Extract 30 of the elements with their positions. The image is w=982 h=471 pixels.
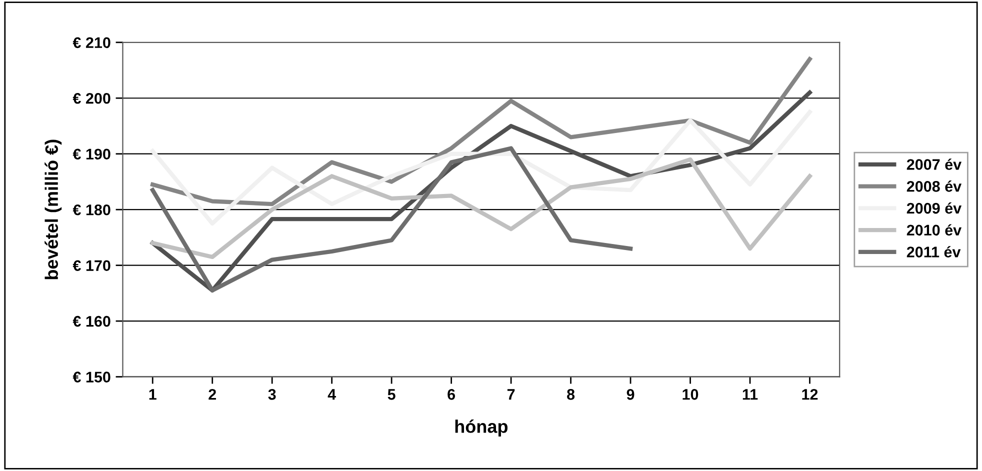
legend-label: 2008 év (906, 180, 962, 192)
y-tick-label: € 160 (72, 316, 110, 327)
y-tick-label: € 170 (72, 260, 110, 272)
legend-label: 2010 év (906, 224, 962, 236)
x-tick-label: 7 (507, 389, 515, 400)
x-tick-label: 5 (388, 389, 396, 400)
x-axis-title: hónap (455, 420, 508, 437)
x-tick-label: 4 (328, 389, 336, 400)
y-tick-label: € 180 (72, 204, 110, 216)
x-tick-label: 3 (268, 389, 276, 400)
x-tick-label: 2 (208, 389, 216, 400)
x-tick-label: 6 (448, 389, 456, 400)
x-tick-label: 12 (802, 389, 818, 400)
y-tick-label: € 150 (72, 372, 110, 382)
y-axis-title: bevétel (millió €) (44, 140, 62, 280)
legend-label: 2007 év (906, 158, 962, 170)
x-tick-label: 8 (567, 389, 575, 400)
line-series (150, 157, 812, 260)
y-tick-label: € 200 (72, 92, 110, 104)
y-tick-label: € 190 (72, 148, 110, 160)
line-series (150, 57, 812, 206)
line-series (150, 110, 812, 226)
legend-label: 2009 év (906, 202, 962, 214)
x-tick-label: 9 (626, 389, 634, 400)
x-tick-label: 10 (682, 389, 698, 400)
y-tick-label: € 210 (72, 37, 110, 48)
legend-label: 2011 év (906, 246, 961, 258)
x-tick-label: 1 (149, 389, 156, 400)
line-series (150, 146, 633, 292)
x-tick-label: 11 (742, 389, 758, 400)
